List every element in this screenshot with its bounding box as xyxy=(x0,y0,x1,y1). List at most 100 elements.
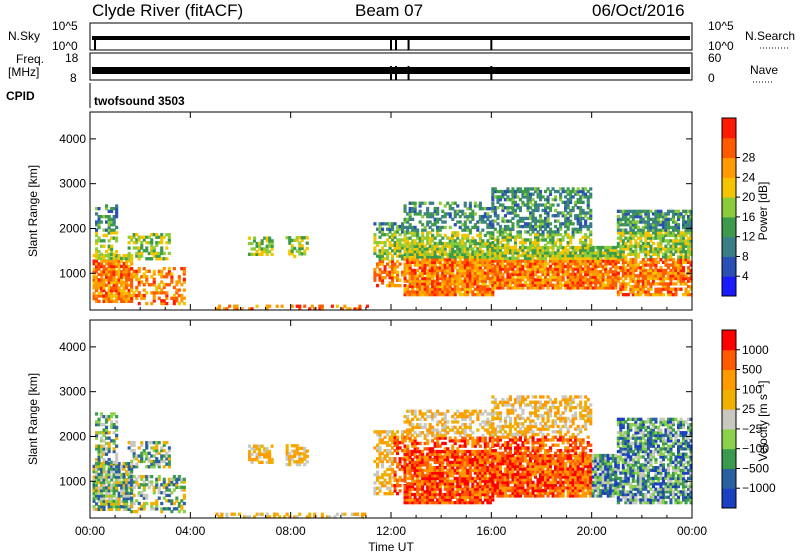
heatmap-cell xyxy=(564,251,568,255)
heatmap-cell xyxy=(576,286,580,290)
heatmap-cell xyxy=(411,217,415,221)
heatmap-cell xyxy=(102,280,106,285)
heatmap-cell xyxy=(634,287,638,291)
heatmap-cell xyxy=(115,264,119,269)
heatmap-cell xyxy=(654,268,658,273)
heatmap-cell xyxy=(396,278,400,282)
heatmap-cell xyxy=(534,251,538,255)
heatmap-cell xyxy=(376,227,380,231)
heatmap-cell xyxy=(488,271,492,275)
heatmap-cell xyxy=(682,279,686,283)
heatmap-cell xyxy=(105,447,109,451)
heatmap-cell xyxy=(140,459,144,464)
heatmap-cell xyxy=(288,452,292,456)
heatmap-cell xyxy=(182,477,186,481)
heatmap-cell xyxy=(120,291,124,295)
heatmap-cell xyxy=(446,452,450,456)
heatmap-cell xyxy=(393,489,397,493)
heatmap-cell xyxy=(661,252,665,256)
heatmap-cell xyxy=(501,235,505,239)
heatmap-cell xyxy=(669,250,673,254)
heatmap-cell xyxy=(298,460,302,464)
heatmap-cell xyxy=(112,278,116,282)
heatmap-cell xyxy=(396,254,400,258)
heatmap-cell xyxy=(125,299,129,303)
heatmap-cell xyxy=(451,479,455,483)
heatmap-cell xyxy=(426,236,430,240)
heatmap-cell xyxy=(172,296,176,300)
heatmap-cell xyxy=(682,220,686,224)
heatmap-cell xyxy=(566,248,570,252)
heatmap-cell xyxy=(107,475,111,479)
heatmap-cell xyxy=(451,258,455,262)
heatmap-cell xyxy=(300,457,304,461)
heatmap-cell xyxy=(521,243,525,247)
heatmap-cell xyxy=(157,235,161,239)
heatmap-cell xyxy=(110,207,114,211)
heatmap-cell xyxy=(105,297,109,301)
heatmap-cell xyxy=(639,239,643,243)
heatmap-cell xyxy=(288,236,292,240)
heatmap-cell xyxy=(521,275,525,279)
heatmap-cell xyxy=(506,233,510,237)
heatmap-cell xyxy=(253,239,257,243)
heatmap-cell xyxy=(122,488,126,493)
heatmap-cell xyxy=(426,455,430,459)
heatmap-cell xyxy=(381,259,385,264)
heatmap-cell xyxy=(110,286,114,290)
heatmap-cell xyxy=(656,231,660,235)
heatmap-cell xyxy=(441,498,445,502)
heatmap-cell xyxy=(601,272,605,277)
heatmap-cell xyxy=(408,284,412,289)
heatmap-cell xyxy=(629,215,633,219)
heatmap-cell xyxy=(102,478,106,482)
heatmap-cell xyxy=(396,238,400,242)
heatmap-cell xyxy=(100,220,104,224)
heatmap-cell xyxy=(493,219,497,223)
heatmap-cell xyxy=(265,247,269,251)
heatmap-cell xyxy=(619,236,623,240)
heatmap-cell xyxy=(621,284,625,289)
heatmap-cell xyxy=(576,219,580,223)
heatmap-cell xyxy=(416,282,420,286)
heatmap-cell xyxy=(586,203,590,207)
heatmap-cell xyxy=(288,457,292,461)
heatmap-cell xyxy=(576,187,580,191)
heatmap-cell xyxy=(614,245,618,250)
heatmap-cell xyxy=(664,247,668,251)
heatmap-cell xyxy=(616,252,620,256)
heatmap-cell xyxy=(619,258,623,262)
heatmap-cell xyxy=(564,283,568,287)
heatmap-cell xyxy=(152,251,156,256)
heatmap-cell xyxy=(436,260,440,264)
heatmap-cell xyxy=(436,284,440,289)
heatmap-cell xyxy=(458,274,462,278)
heatmap-cell xyxy=(544,216,548,221)
heatmap-cell xyxy=(478,239,482,243)
heatmap-cell xyxy=(95,467,99,471)
heatmap-cell xyxy=(631,250,635,254)
heatmap-cell xyxy=(428,268,432,273)
heatmap-cell xyxy=(463,290,467,294)
heatmap-cell xyxy=(438,228,442,232)
heatmap-cell xyxy=(649,225,653,230)
heatmap-cell xyxy=(446,492,450,497)
heatmap-cell xyxy=(100,505,104,509)
heatmap-cell xyxy=(112,223,116,227)
heatmap-cell xyxy=(426,212,430,216)
heatmap-cell xyxy=(105,294,109,298)
heatmap-cell xyxy=(288,462,292,467)
heatmap-cell xyxy=(641,284,645,289)
heatmap-cell xyxy=(463,260,467,264)
heatmap-cell xyxy=(624,247,628,251)
heatmap-cell xyxy=(586,270,590,274)
heatmap-cell xyxy=(458,271,462,275)
heatmap-cell xyxy=(466,247,470,251)
heatmap-cell xyxy=(616,266,620,270)
heatmap-cell xyxy=(428,293,432,297)
heatmap-cell xyxy=(115,236,119,240)
heatmap-cell xyxy=(518,187,522,191)
heatmap-cell xyxy=(112,231,116,235)
heatmap-cell xyxy=(381,257,385,261)
heatmap-cell xyxy=(443,252,447,256)
